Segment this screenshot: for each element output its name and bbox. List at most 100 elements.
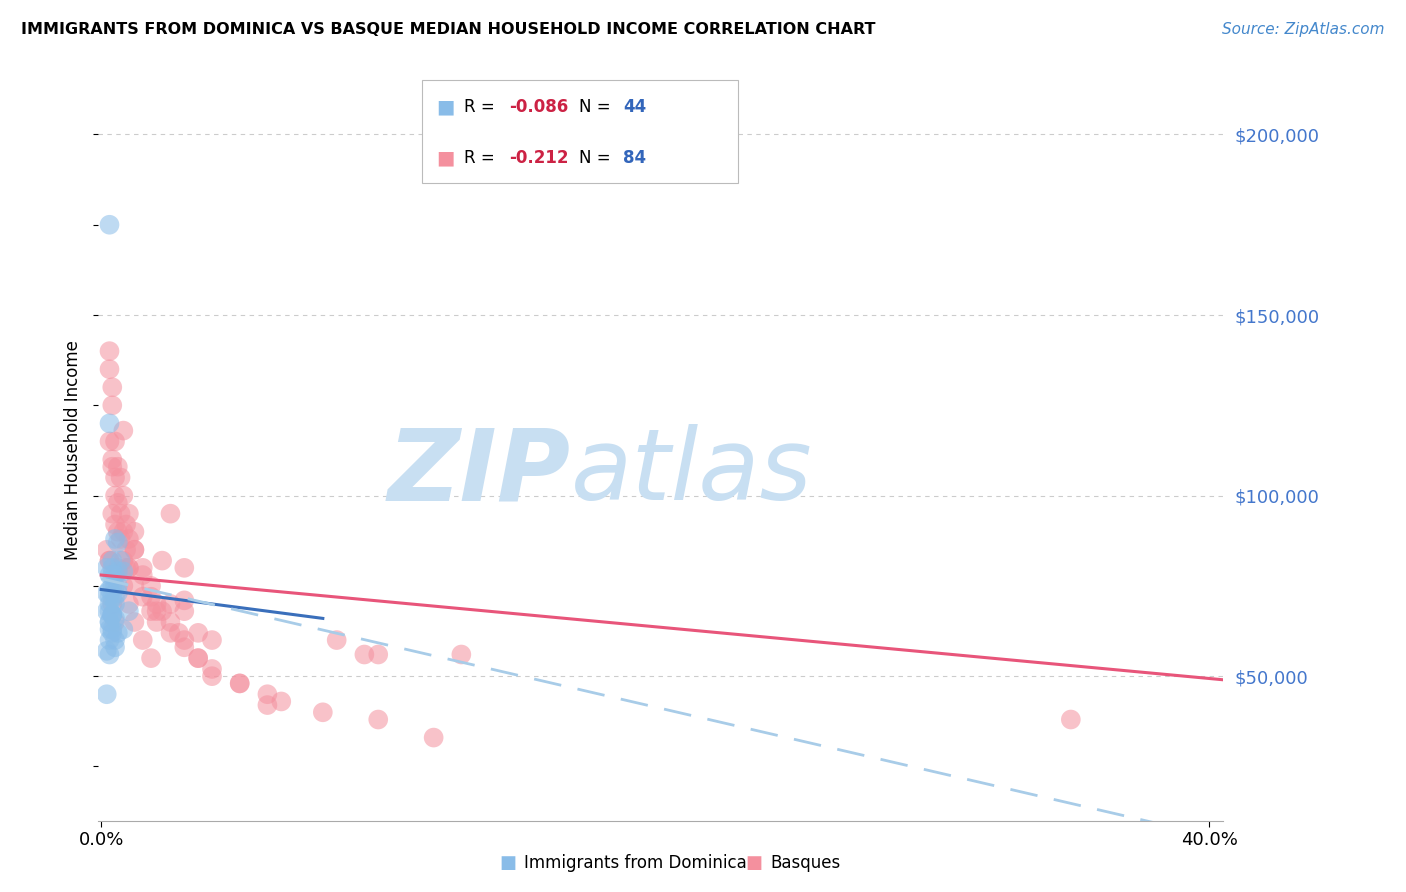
Text: -0.212: -0.212 <box>509 149 568 167</box>
Point <box>256 698 278 712</box>
Point <box>118 561 141 575</box>
Point <box>107 535 129 549</box>
Point <box>118 507 141 521</box>
Point <box>98 648 121 662</box>
Point <box>201 633 224 648</box>
Point <box>107 579 129 593</box>
Text: N =: N = <box>579 98 616 116</box>
Text: 84: 84 <box>623 149 645 167</box>
Point <box>159 615 181 629</box>
Point <box>353 648 375 662</box>
Point <box>104 590 127 604</box>
Point <box>132 590 155 604</box>
Point <box>96 586 118 600</box>
Point <box>98 582 121 597</box>
Point <box>101 579 124 593</box>
Point <box>107 496 129 510</box>
Point <box>173 593 195 607</box>
Point <box>1060 713 1083 727</box>
Point <box>159 507 181 521</box>
Point <box>101 380 124 394</box>
Text: Immigrants from Dominica: Immigrants from Dominica <box>524 855 747 872</box>
Point <box>110 553 132 567</box>
Point <box>145 597 167 611</box>
Point <box>112 524 135 539</box>
Point <box>187 625 209 640</box>
Point <box>228 676 250 690</box>
Point <box>139 651 162 665</box>
Point <box>132 568 155 582</box>
Point <box>150 553 173 567</box>
Point <box>312 706 335 720</box>
Point <box>139 590 162 604</box>
Point <box>139 579 162 593</box>
Point <box>101 553 124 567</box>
Point <box>422 731 444 745</box>
Point <box>367 648 389 662</box>
Point <box>101 622 124 636</box>
Point <box>167 625 190 640</box>
Point <box>124 579 146 593</box>
Point <box>98 218 121 232</box>
Point <box>98 434 121 449</box>
Point <box>256 687 278 701</box>
Point <box>104 597 127 611</box>
Point <box>104 611 127 625</box>
Point <box>98 362 121 376</box>
Text: atlas: atlas <box>571 425 813 521</box>
Point <box>173 633 195 648</box>
Point <box>107 586 129 600</box>
Point <box>112 553 135 567</box>
Point <box>107 625 129 640</box>
Text: -0.086: -0.086 <box>509 98 568 116</box>
Point <box>98 615 121 629</box>
Point <box>104 470 127 484</box>
Point <box>101 452 124 467</box>
Point <box>104 532 127 546</box>
Point <box>112 622 135 636</box>
Point <box>159 597 181 611</box>
Point <box>98 590 121 604</box>
Point <box>201 662 224 676</box>
Point <box>118 604 141 618</box>
Point <box>98 553 121 567</box>
Text: R =: R = <box>464 149 505 167</box>
Point <box>104 615 127 629</box>
Point <box>101 607 124 622</box>
Point <box>101 568 124 582</box>
Point <box>98 344 121 359</box>
Text: Basques: Basques <box>770 855 841 872</box>
Point <box>112 424 135 438</box>
Point <box>112 579 135 593</box>
Point <box>96 561 118 575</box>
Point <box>124 615 146 629</box>
Point <box>104 633 127 648</box>
Point <box>139 604 162 618</box>
Point <box>98 615 121 629</box>
Point <box>104 568 127 582</box>
Point <box>104 489 127 503</box>
Text: ZIP: ZIP <box>388 425 571 521</box>
Point <box>132 561 155 575</box>
Point <box>101 561 124 575</box>
Point <box>101 507 124 521</box>
Text: ■: ■ <box>745 855 762 872</box>
Y-axis label: Median Household Income: Median Household Income <box>65 341 83 560</box>
Point <box>173 561 195 575</box>
Text: ■: ■ <box>499 855 516 872</box>
Point <box>101 607 124 622</box>
Text: Source: ZipAtlas.com: Source: ZipAtlas.com <box>1222 22 1385 37</box>
Point <box>107 565 129 579</box>
Point <box>173 640 195 655</box>
Point <box>115 517 138 532</box>
Point <box>228 676 250 690</box>
Point <box>101 459 124 474</box>
Point <box>173 604 195 618</box>
Point <box>115 561 138 575</box>
Point <box>96 542 118 557</box>
Point <box>145 604 167 618</box>
Point <box>270 694 292 708</box>
Point <box>107 459 129 474</box>
Point <box>101 625 124 640</box>
Point <box>98 633 121 648</box>
